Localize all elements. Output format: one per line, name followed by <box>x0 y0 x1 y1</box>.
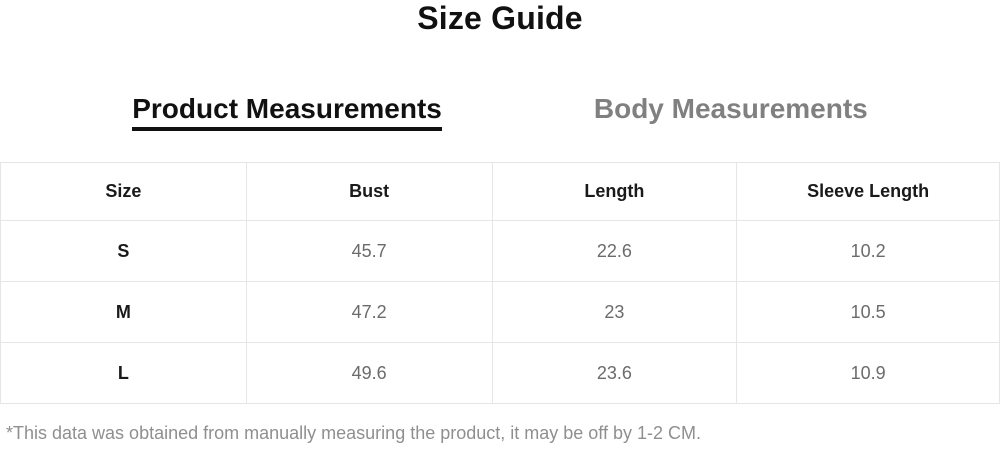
value-cell: 23 <box>491 281 738 343</box>
table-row: S 45.7 22.6 10.2 <box>0 220 1000 282</box>
size-cell: S <box>0 220 247 282</box>
size-cell: M <box>0 281 247 343</box>
column-header-bust: Bust <box>245 162 493 221</box>
value-cell: 10.2 <box>736 220 1000 282</box>
value-cell: 47.2 <box>245 281 493 343</box>
value-cell: 10.9 <box>736 342 1000 404</box>
tab-body-measurements[interactable]: Body Measurements <box>593 93 868 124</box>
measurement-tabs: Product Measurements Body Measurements <box>0 93 1000 131</box>
column-header-size: Size <box>0 162 247 221</box>
measurement-disclaimer: *This data was obtained from manually me… <box>6 423 702 443</box>
value-cell: 45.7 <box>245 220 493 282</box>
value-cell: 10.5 <box>736 281 1000 343</box>
size-cell: L <box>0 342 247 404</box>
measurements-table: Size Bust Length Sleeve Length S 45.7 22… <box>0 162 1000 404</box>
value-cell: 49.6 <box>245 342 493 404</box>
value-cell: 23.6 <box>491 342 738 404</box>
table-row: L 49.6 23.6 10.9 <box>0 342 1000 404</box>
tab-product-measurements[interactable]: Product Measurements <box>132 93 442 131</box>
table-row: M 47.2 23 10.5 <box>0 281 1000 343</box>
column-header-sleeve-length: Sleeve Length <box>736 162 1000 221</box>
page-title: Size Guide <box>417 0 583 36</box>
table-header-row: Size Bust Length Sleeve Length <box>0 162 1000 221</box>
column-header-length: Length <box>491 162 738 221</box>
value-cell: 22.6 <box>491 220 738 282</box>
